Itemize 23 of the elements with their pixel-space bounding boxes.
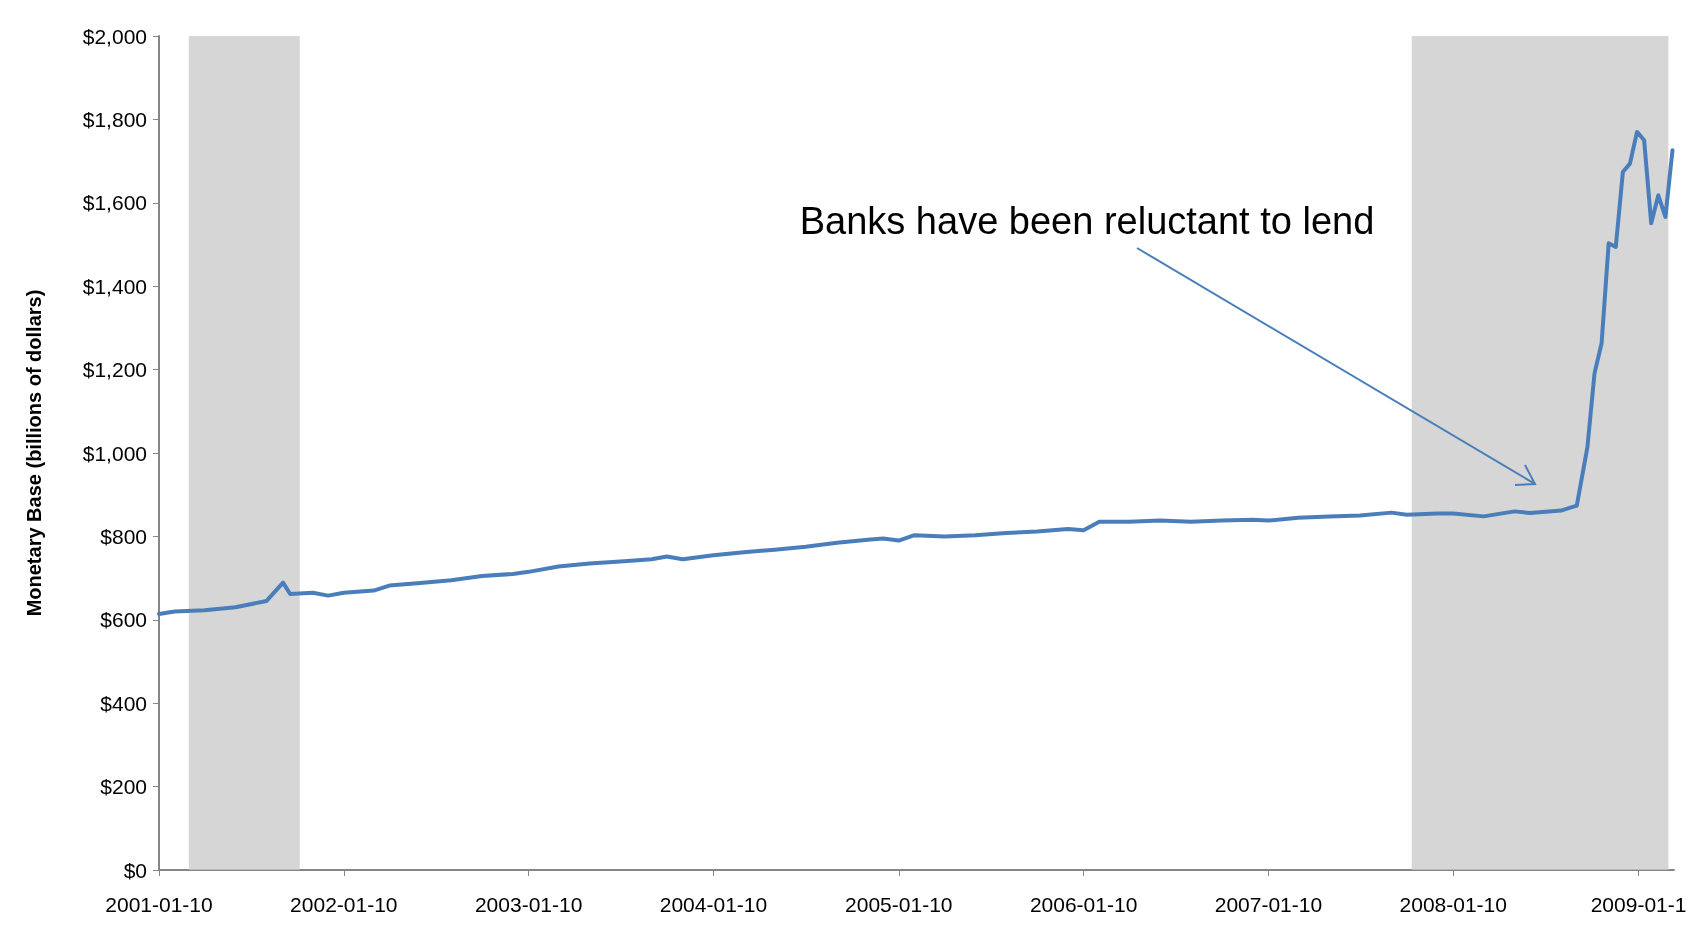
y-tick-label: $1,400: [82, 274, 147, 298]
y-tick-label: $200: [100, 775, 147, 799]
y-tick-label: $600: [100, 608, 147, 632]
annotation: Banks have been reluctant to lend: [799, 200, 1375, 242]
line-series: [157, 129, 1675, 616]
y-tick-label: $1,000: [82, 441, 147, 465]
y-tick-label: $1,600: [82, 191, 147, 215]
x-tick-label: 2007-01-10: [1214, 893, 1323, 916]
x-tick-label: 2009-01-1: [1590, 893, 1687, 916]
y-tick-label: $400: [100, 691, 147, 715]
x-tick-label: 2003-01-10: [474, 893, 583, 916]
x-tick-label: 2005-01-10: [845, 893, 953, 916]
x-tick-label: 2004-01-10: [659, 893, 768, 916]
y-tick-label: $0: [123, 858, 147, 882]
y-tick-label: $800: [100, 524, 147, 548]
y-tick-label: $2,000: [82, 24, 147, 48]
y-axis-title: Monetary Base (billions of dollars): [23, 289, 45, 617]
y-tick-label: $1,800: [82, 107, 147, 131]
x-tick-label: 2001-01-10: [105, 893, 213, 916]
x-tick-label: 2008-01-10: [1399, 893, 1507, 916]
x-tick-label: 2006-01-10: [1029, 893, 1138, 916]
y-tick-label: $1,200: [82, 358, 147, 382]
x-tick-label: 2002-01-10: [290, 893, 398, 916]
